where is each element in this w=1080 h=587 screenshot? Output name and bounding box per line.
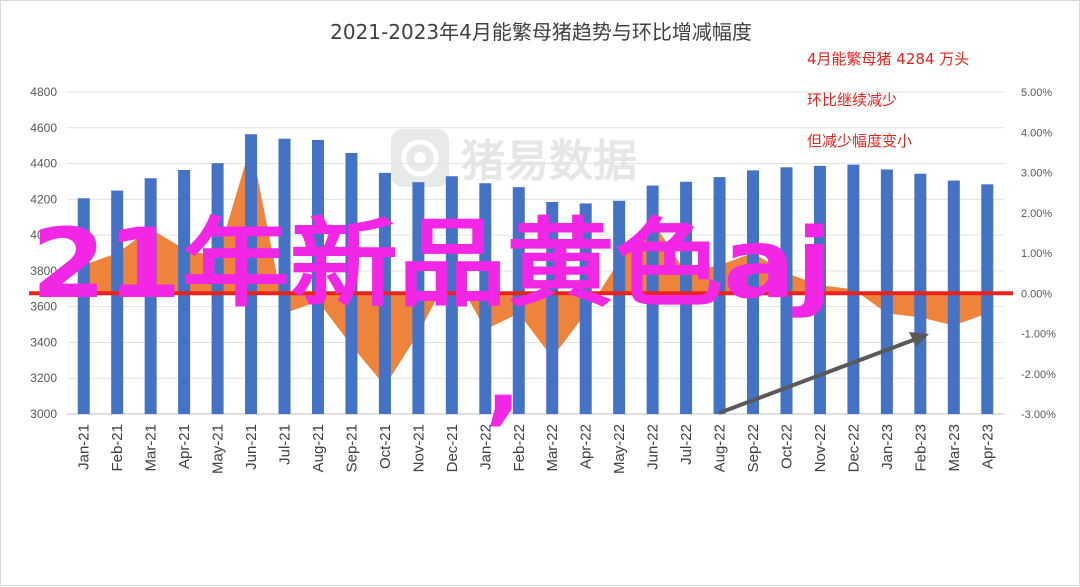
watermark-text: 猪易数据 <box>461 136 637 187</box>
x-tick-label: Mar-22 <box>544 424 561 472</box>
x-tick-label: Dec-21 <box>444 424 461 472</box>
x-tick-label: Mar-23 <box>946 424 963 472</box>
y-tick-label: 3400 <box>30 335 57 349</box>
y-tick-label: 4600 <box>30 121 57 135</box>
bar-Jan-21 <box>77 198 90 414</box>
x-tick-label: Apr-22 <box>578 424 595 469</box>
bar-Jun-21 <box>245 134 258 414</box>
y2-tick-label: 5.00% <box>1021 87 1052 99</box>
chart-title: 2021-2023年4月能繁母猪趋势与环比增减幅度 <box>330 20 752 44</box>
x-tick-label: Oct-22 <box>778 424 795 469</box>
y2-tick-label: -3.00% <box>1021 409 1056 421</box>
annotation-text: 环比继续减少 <box>807 91 897 109</box>
x-axis: Jan-21 Feb-21 Mar-21 Apr-21 May-21 Jun-21 Jul-… <box>76 424 997 474</box>
y-tick-label: 3000 <box>30 407 57 421</box>
x-tick-label: Oct-21 <box>377 424 394 469</box>
bar-Nov-22 <box>813 165 826 414</box>
x-tick-label: Jul-21 <box>277 424 294 465</box>
x-tick-label: Jan-21 <box>76 424 93 470</box>
x-tick-label: Jul-22 <box>678 424 695 465</box>
annotation-text: 4月能繁母猪 4284 万头 <box>807 50 969 68</box>
bar-Aug-21 <box>311 139 324 415</box>
x-tick-label: Dec-22 <box>845 424 862 472</box>
x-tick-label: Jun-21 <box>243 424 260 470</box>
y2-tick-label: 3.00% <box>1021 168 1052 180</box>
y-tick-label: 4800 <box>30 85 57 99</box>
bar-Jul-22 <box>680 181 693 414</box>
y2-tick-label: 0.00% <box>1021 288 1052 300</box>
sow-inventory-bar-layer <box>77 134 994 415</box>
x-tick-label: Nov-22 <box>812 424 829 472</box>
watermark: 猪易数据 <box>391 129 637 187</box>
bar-Aug-22 <box>713 177 726 414</box>
y2-tick-label: 4.00% <box>1021 127 1052 139</box>
bar-Oct-22 <box>780 167 793 414</box>
x-tick-label: Apr-23 <box>979 424 996 469</box>
y-tick-label: 4400 <box>30 157 57 171</box>
x-tick-label: Jun-22 <box>645 424 662 470</box>
y-tick-label: 3800 <box>30 264 57 278</box>
mom-change-area-layer <box>83 144 988 386</box>
trend-arrow-icon <box>718 332 929 415</box>
annotation-text: 但减少幅度变小 <box>807 132 912 150</box>
bar-Jul-21 <box>278 138 291 414</box>
overlay-text: 21年新品黄色aj <box>31 208 833 320</box>
x-tick-label: Feb-22 <box>511 424 528 472</box>
y-axis-left: 4800 4600 4400 4200 4000 3800 3600 3400 3200 3000 <box>30 85 57 421</box>
y2-tick-label: -2.00% <box>1021 369 1056 381</box>
bar-Apr-23 <box>981 184 994 414</box>
bar-Sep-21 <box>345 153 358 415</box>
bar-Mar-21 <box>144 178 157 414</box>
y2-tick-label: 2.00% <box>1021 208 1052 220</box>
bar-Apr-22 <box>579 203 592 414</box>
x-tick-label: Nov-21 <box>410 424 427 472</box>
bar-Feb-21 <box>111 190 124 414</box>
x-tick-label: Jan-23 <box>879 424 896 470</box>
overlay-comma: , <box>485 324 521 436</box>
bar-Nov-21 <box>412 182 425 414</box>
y-tick-label: 3200 <box>30 371 57 385</box>
y-tick-label: 4200 <box>30 192 57 206</box>
bar-Mar-23 <box>947 180 960 414</box>
x-tick-label: Sep-21 <box>343 424 360 472</box>
bar-Jan-22 <box>479 183 492 414</box>
y-tick-label: 4000 <box>30 228 57 242</box>
bar-May-22 <box>613 200 626 414</box>
mom-change-area <box>83 144 988 386</box>
watermark-logo-icon <box>391 129 449 187</box>
x-tick-label: Apr-21 <box>176 424 193 469</box>
x-tick-label: May-22 <box>611 424 628 474</box>
bar-Jun-22 <box>646 185 659 414</box>
bar-Feb-22 <box>512 187 525 414</box>
x-tick-label: Sep-22 <box>745 424 762 472</box>
bar-Mar-22 <box>546 202 559 414</box>
x-tick-label: May-21 <box>210 424 227 474</box>
x-tick-label: Jan-22 <box>477 424 494 470</box>
x-tick-label: Aug-21 <box>310 424 327 472</box>
y2-tick-label: -1.00% <box>1021 329 1056 341</box>
x-tick-label: Aug-22 <box>712 424 729 472</box>
y2-tick-label: 1.00% <box>1021 248 1052 260</box>
x-tick-label: Feb-21 <box>109 424 126 472</box>
x-tick-label: Mar-21 <box>143 424 160 472</box>
bar-Dec-22 <box>847 164 860 414</box>
y-tick-label: 3600 <box>30 300 57 314</box>
y-axis-right: 5.00% 4.00% 3.00% 2.00% 1.00% 0.00% -1.00% -2.0… <box>1021 87 1056 421</box>
bar-May-21 <box>211 163 224 414</box>
x-tick-label: Feb-23 <box>912 424 929 472</box>
